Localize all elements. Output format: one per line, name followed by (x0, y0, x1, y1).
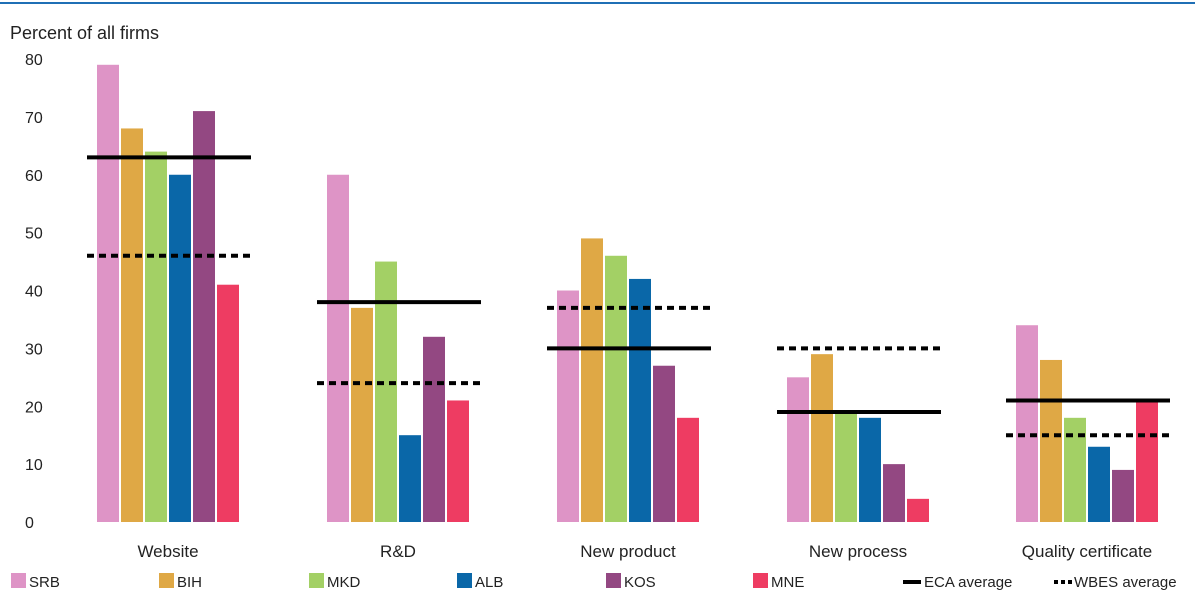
bar-bih-4 (1040, 359, 1062, 522)
category-label: R&D (380, 542, 416, 561)
legend-label-eca: ECA average (924, 574, 1012, 591)
bar-srb-2 (557, 290, 579, 522)
legend: SRB BIH MKD ALB KOS MNE ECA average WBES averag… (11, 573, 1177, 591)
legend-swatch-kos (606, 573, 621, 588)
bar-mne-2 (677, 417, 699, 522)
bar-alb-2 (629, 278, 651, 522)
bar-bih-3 (811, 354, 833, 522)
legend-swatch-alb (457, 573, 472, 588)
bar-alb-3 (859, 417, 881, 522)
y-tick-label: 50 (25, 226, 43, 243)
bar-kos-4 (1112, 469, 1134, 522)
bar-mne-1 (447, 400, 469, 522)
bar-srb-0 (97, 64, 119, 522)
bar-mkd-4 (1064, 417, 1086, 522)
y-tick-label: 30 (25, 341, 43, 358)
bar-mkd-3 (835, 412, 857, 522)
legend-swatch-mne (753, 573, 768, 588)
category-label: New process (809, 542, 907, 561)
category-label: Quality certificate (1022, 542, 1152, 561)
legend-label-srb: SRB (29, 574, 60, 591)
legend-label-wbes: WBES average (1074, 574, 1177, 591)
bar-alb-0 (169, 174, 191, 522)
bar-mne-3 (907, 498, 929, 522)
y-axis-label: Percent of all firms (10, 23, 159, 43)
legend-label-kos: KOS (624, 574, 656, 591)
y-tick-label: 0 (25, 515, 34, 532)
legend-swatch-bih (159, 573, 174, 588)
legend-swatch-srb (11, 573, 26, 588)
y-tick-label: 10 (25, 457, 43, 474)
bar-bih-0 (121, 128, 143, 522)
bar-kos-3 (883, 464, 905, 522)
category-label: New product (580, 542, 676, 561)
bar-alb-4 (1088, 446, 1110, 522)
legend-label-bih: BIH (177, 574, 202, 591)
bar-bih-1 (351, 307, 373, 522)
bar-kos-1 (423, 336, 445, 522)
y-tick-label: 80 (25, 52, 43, 69)
y-tick-label: 20 (25, 399, 43, 416)
reference-lines (87, 155, 1170, 438)
bar-mkd-0 (145, 151, 167, 522)
bar-mne-0 (217, 284, 239, 522)
bar-srb-4 (1016, 325, 1038, 522)
bar-alb-1 (399, 435, 421, 522)
legend-label-mkd: MKD (327, 574, 361, 591)
bar-kos-2 (653, 365, 675, 522)
bar-mne-4 (1136, 400, 1158, 522)
legend-label-alb: ALB (475, 574, 503, 591)
y-tick-label: 60 (25, 168, 43, 185)
y-tick-label: 70 (25, 110, 43, 127)
bar-mkd-2 (605, 255, 627, 522)
bar-mkd-1 (375, 261, 397, 522)
bar-bih-2 (581, 238, 603, 522)
category-label: Website (137, 542, 198, 561)
legend-swatch-mkd (309, 573, 324, 588)
legend-label-mne: MNE (771, 574, 804, 591)
bar-srb-1 (327, 174, 349, 522)
bars (97, 64, 1158, 523)
y-ticks: 0 10 20 30 40 50 60 70 80 (25, 52, 43, 532)
bar-kos-0 (193, 111, 215, 523)
bar-srb-3 (787, 377, 809, 522)
category-labels: Website R&D New product New process Quality … (137, 542, 1152, 561)
y-tick-label: 40 (25, 284, 43, 301)
